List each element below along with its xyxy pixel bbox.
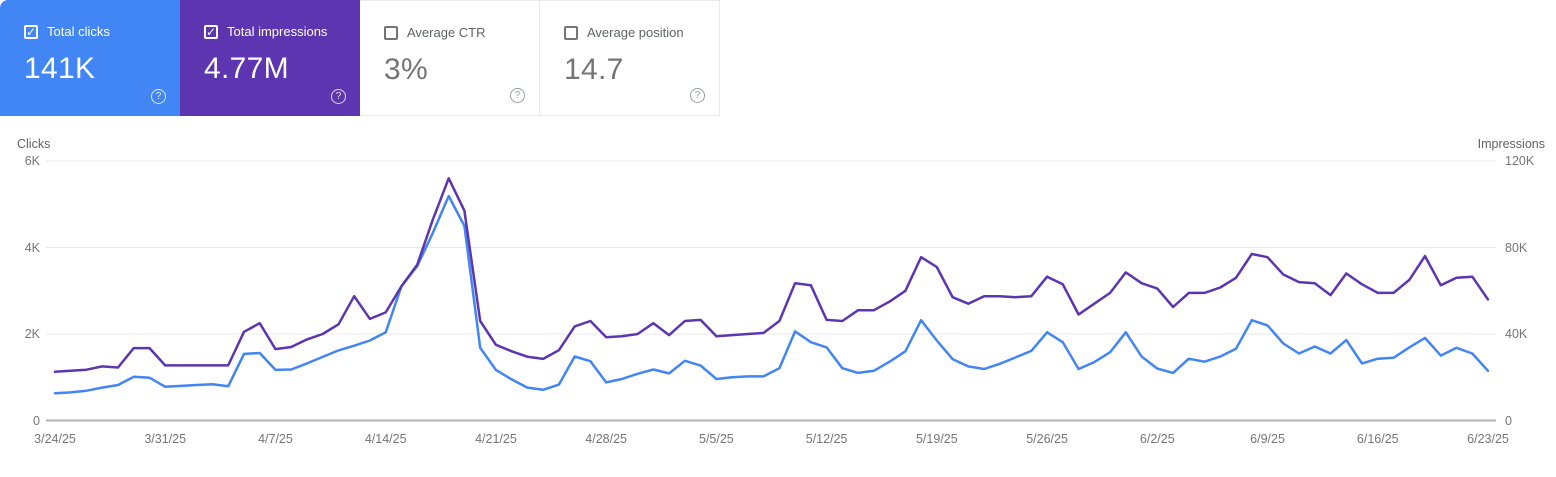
clicks-y-tick-label: 2K <box>24 327 40 341</box>
clicks-line <box>53 194 1490 395</box>
clicks-y-tick-label: 6K <box>24 154 40 168</box>
metric-card-total-impressions[interactable]: ✓ Total impressions 4.77M ? <box>180 0 360 116</box>
impressions-y-tick-label: 0 <box>1505 413 1512 428</box>
metric-card-average-position[interactable]: Average position 14.7 ? <box>540 0 720 116</box>
help-icon[interactable]: ? <box>690 88 705 103</box>
help-icon[interactable]: ? <box>331 89 346 104</box>
metric-card-average-ctr[interactable]: Average CTR 3% ? <box>360 0 540 116</box>
x-tick-label: 3/24/25 <box>34 432 76 446</box>
impressions-y-tick-label: 80K <box>1505 240 1528 255</box>
x-tick-label: 5/5/25 <box>698 432 734 446</box>
average-position-label: Average position <box>587 25 684 40</box>
clicks-axis-label: Clicks <box>17 137 51 151</box>
total-impressions-checkbox[interactable]: ✓ <box>204 24 218 39</box>
average-position-value: 14.7 <box>564 53 624 86</box>
help-icon[interactable]: ? <box>151 89 166 104</box>
metric-cards-row: ✓ Total clicks 141K ? ✓ Total impression… <box>0 0 720 116</box>
x-tick-label: 5/12/25 <box>805 432 848 446</box>
average-position-checkbox[interactable] <box>564 25 578 40</box>
x-tick-label: 6/9/25 <box>1250 432 1285 446</box>
x-tick-label: 6/16/25 <box>1356 432 1399 446</box>
clicks-y-tick-label: 4K <box>24 240 40 255</box>
total-clicks-label: Total clicks <box>47 24 110 39</box>
average-ctr-value: 3% <box>384 53 428 86</box>
x-tick-label: 3/31/25 <box>144 432 187 446</box>
x-tick-label: 5/19/25 <box>915 432 958 446</box>
impressions-line <box>53 177 1490 374</box>
clicks-y-tick-label: 0 <box>33 413 40 428</box>
x-tick-label: 6/2/25 <box>1139 432 1175 446</box>
x-tick-label: 4/14/25 <box>364 432 407 446</box>
x-tick-label: 4/21/25 <box>475 432 517 446</box>
x-tick-label: 4/28/25 <box>585 432 627 446</box>
total-impressions-label: Total impressions <box>227 24 328 39</box>
x-tick-label: 5/26/25 <box>1026 432 1068 446</box>
x-tick-label: 6/23/25 <box>1467 432 1509 446</box>
average-ctr-checkbox[interactable] <box>384 25 398 40</box>
total-impressions-value: 4.77M <box>204 52 289 85</box>
total-clicks-checkbox[interactable]: ✓ <box>24 24 38 39</box>
average-ctr-label: Average CTR <box>407 25 486 40</box>
help-icon[interactable]: ? <box>510 88 525 103</box>
total-clicks-value: 141K <box>24 52 96 85</box>
impressions-axis-label: Impressions <box>1477 137 1545 151</box>
impressions-y-tick-label: 120K <box>1505 154 1535 168</box>
impressions-y-tick-label: 40K <box>1505 327 1528 341</box>
x-tick-label: 4/7/25 <box>258 432 293 446</box>
metric-card-total-clicks[interactable]: ✓ Total clicks 141K ? <box>0 0 180 116</box>
